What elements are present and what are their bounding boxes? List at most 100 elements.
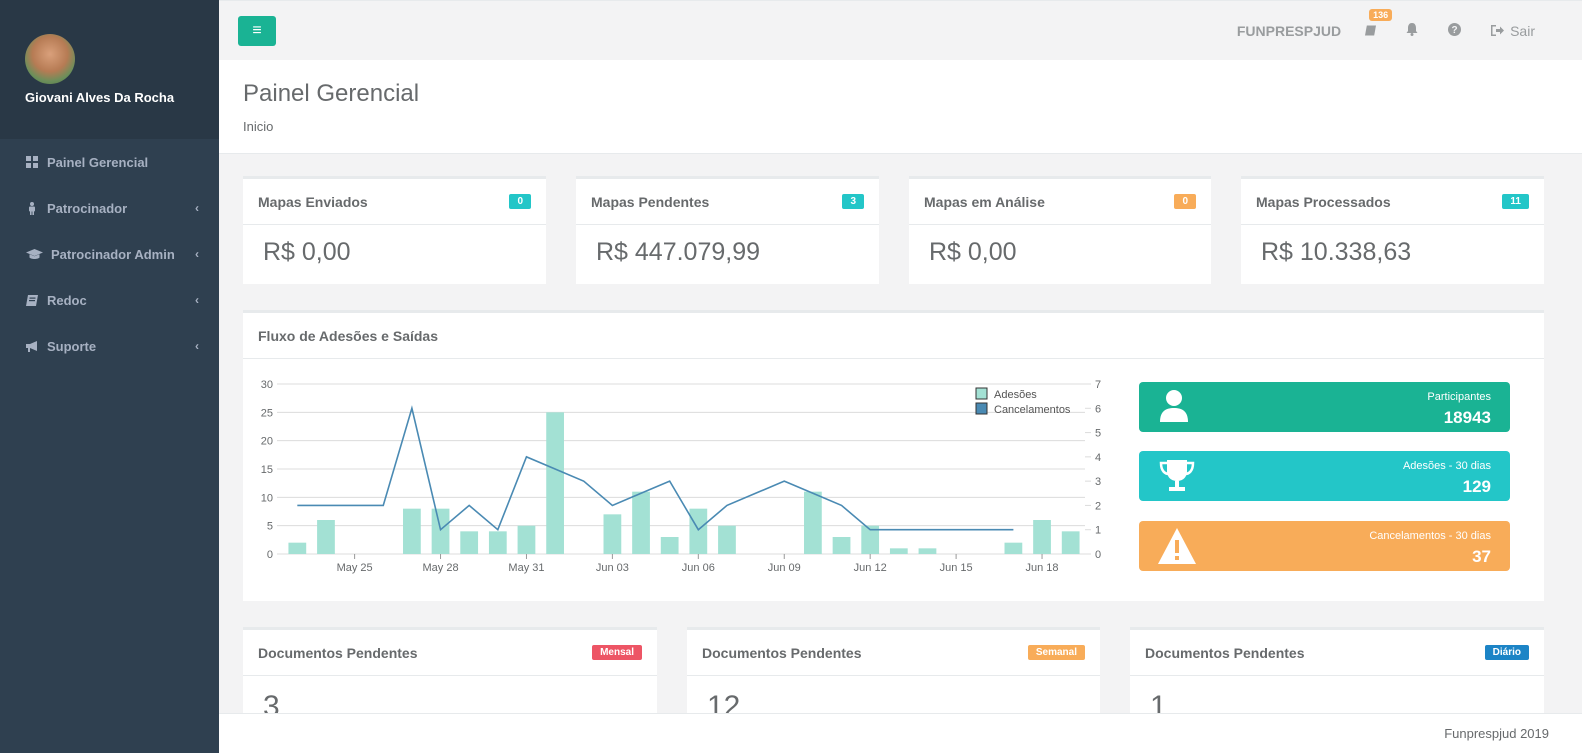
- bars-icon: ≡: [252, 22, 262, 39]
- bar-adesoes: [889, 548, 908, 554]
- widget-value: 37: [1472, 547, 1491, 566]
- bar-adesoes: [718, 525, 736, 554]
- y-right-tick-label: 7: [1095, 379, 1101, 391]
- bar-adesoes: [603, 514, 622, 554]
- y-right-tick-label: 6: [1095, 403, 1101, 415]
- bar-adesoes: [832, 537, 851, 554]
- x-tick-label: Jun 03: [596, 562, 629, 574]
- sign-out-icon: [1491, 23, 1505, 39]
- sidebar-item-painel-gerencial[interactable]: Painel Gerencial: [0, 139, 219, 185]
- sidebar-item-label: Painel Gerencial: [47, 154, 149, 170]
- stat-value: R$ 0,00: [263, 238, 351, 266]
- bar-adesoes: [660, 537, 679, 554]
- page-heading: Painel Gerencial Inicio: [219, 60, 1582, 154]
- widget-label: Cancelamentos - 30 dias: [1369, 530, 1491, 542]
- bar-adesoes: [517, 525, 536, 554]
- y-right-tick-label: 4: [1095, 452, 1101, 464]
- y-left-tick-label: 30: [261, 379, 273, 391]
- widget-value: 129: [1462, 477, 1491, 496]
- y-right-tick-label: 5: [1095, 428, 1101, 440]
- docs-card-title: Documentos Pendentes: [1145, 644, 1305, 661]
- bar-adesoes: [488, 531, 507, 554]
- flow-chart: 0 5 10 15 20 25 30 0 1 2 3 4 5 6 7 May 25 May 28 May 31 Ju…: [261, 379, 1101, 574]
- breadcrumb[interactable]: Inicio: [243, 119, 274, 134]
- docs-card-title-row: Documentos Pendentes Mensal: [243, 630, 657, 676]
- book-icon: [1365, 24, 1377, 39]
- chevron-left-icon: ‹: [195, 339, 199, 353]
- trophy-icon: [1159, 460, 1195, 491]
- stat-badge: 0: [509, 194, 531, 209]
- th-large-icon: [25, 156, 39, 168]
- legend-label: Adesões: [994, 389, 1037, 401]
- bar-adesoes: [317, 520, 335, 554]
- docs-card-diario: Documentos Pendentes Diário 1: [1130, 627, 1544, 727]
- flow-panel-title: Fluxo de Adesões e Saídas: [258, 327, 438, 344]
- notifications-book-link[interactable]: 136: [1365, 8, 1393, 39]
- sidebar-item-label: Patrocinador Admin: [51, 246, 175, 262]
- widget-cancelamentos: Cancelamentos - 30 dias 37: [1139, 521, 1510, 571]
- book-icon: [25, 294, 39, 306]
- svg-text:?: ?: [1452, 25, 1458, 36]
- stat-badge: 3: [842, 194, 864, 209]
- stat-card-mapas-enviados: Mapas Enviados 0 R$ 0,00: [243, 176, 546, 284]
- bar-adesoes: [460, 531, 479, 554]
- sidebar-item-redoc[interactable]: Redoc ‹: [0, 277, 219, 323]
- chevron-left-icon: ‹: [195, 247, 199, 261]
- bullhorn-icon: [25, 340, 39, 352]
- bar-adesoes: [403, 508, 421, 554]
- docs-card-title: Documentos Pendentes: [258, 644, 418, 661]
- sidebar-item-suporte[interactable]: Suporte ‹: [0, 323, 219, 369]
- stat-card-title-row: Mapas Pendentes 3: [576, 179, 879, 225]
- chevron-left-icon: ‹: [195, 201, 199, 215]
- stat-value: R$ 0,00: [929, 238, 1017, 266]
- flow-panel-title-row: Fluxo de Adesões e Saídas: [243, 313, 1544, 359]
- docs-badge: Semanal: [1027, 645, 1085, 660]
- question-circle-icon: ?: [1448, 23, 1462, 39]
- y-left-tick-label: 25: [261, 407, 273, 419]
- stat-card-title-row: Mapas em Análise 0: [909, 179, 1211, 225]
- legend-label: Cancelamentos: [994, 404, 1071, 416]
- menu-toggle-button[interactable]: ≡: [238, 16, 276, 46]
- x-tick-label: May 28: [422, 562, 458, 574]
- x-tick-label: Jun 18: [1026, 562, 1059, 574]
- logout-link[interactable]: Sair: [1491, 23, 1535, 39]
- stat-card-mapas-pendentes: Mapas Pendentes 3 R$ 447.079,99: [576, 176, 879, 284]
- sidebar: Giovani Alves Da Rocha Painel Gerencial …: [0, 0, 219, 753]
- y-left-tick-label: 20: [261, 436, 273, 448]
- y-left-tick-label: 10: [261, 492, 273, 504]
- widget-participantes: Participantes 18943: [1139, 382, 1510, 432]
- legend-swatch: [975, 402, 988, 415]
- stat-card-title: Mapas Processados: [1256, 193, 1391, 210]
- stat-card-mapas-em-analise: Mapas em Análise 0 R$ 0,00: [909, 176, 1211, 284]
- warning-icon: [1158, 528, 1196, 564]
- logout-label: Sair: [1510, 23, 1535, 39]
- widget-label: Participantes: [1427, 391, 1491, 403]
- help-link[interactable]: ?: [1448, 23, 1462, 39]
- bar-adesoes: [1033, 520, 1051, 554]
- docs-card-semanal: Documentos Pendentes Semanal 12: [687, 627, 1100, 727]
- footer: Funprespjud 2019: [219, 713, 1582, 753]
- bar-adesoes: [632, 491, 650, 554]
- bell-icon: [1406, 23, 1418, 39]
- profile-name[interactable]: Giovani Alves Da Rocha: [25, 90, 175, 105]
- docs-card-title-row: Documentos Pendentes Semanal: [687, 630, 1100, 676]
- stat-value: R$ 10.338,63: [1261, 238, 1412, 266]
- top-navbar: ≡ FUNPRESPJUD 136 ? Sair: [219, 0, 1582, 60]
- bell-link[interactable]: [1406, 23, 1418, 39]
- x-tick-label: May 31: [508, 562, 544, 574]
- widget-label: Adesões - 30 dias: [1402, 460, 1491, 472]
- user-icon: [1160, 390, 1188, 422]
- sidebar-item-patrocinador-admin[interactable]: Patrocinador Admin ‹: [0, 231, 219, 277]
- stat-card-title: Mapas em Análise: [924, 193, 1045, 210]
- avatar[interactable]: [25, 34, 75, 84]
- bar-adesoes: [288, 542, 307, 554]
- bar-adesoes: [431, 508, 450, 554]
- stat-badge: 0: [1174, 194, 1196, 209]
- sidebar-item-patrocinador[interactable]: Patrocinador ‹: [0, 185, 219, 231]
- docs-badge: Diário: [1484, 645, 1529, 660]
- stat-badge: 11: [1502, 194, 1529, 209]
- x-tick-label: May 25: [337, 562, 373, 574]
- legend-swatch: [975, 387, 988, 400]
- stat-card-title: Mapas Pendentes: [591, 193, 710, 210]
- y-right-tick-label: 2: [1095, 500, 1101, 512]
